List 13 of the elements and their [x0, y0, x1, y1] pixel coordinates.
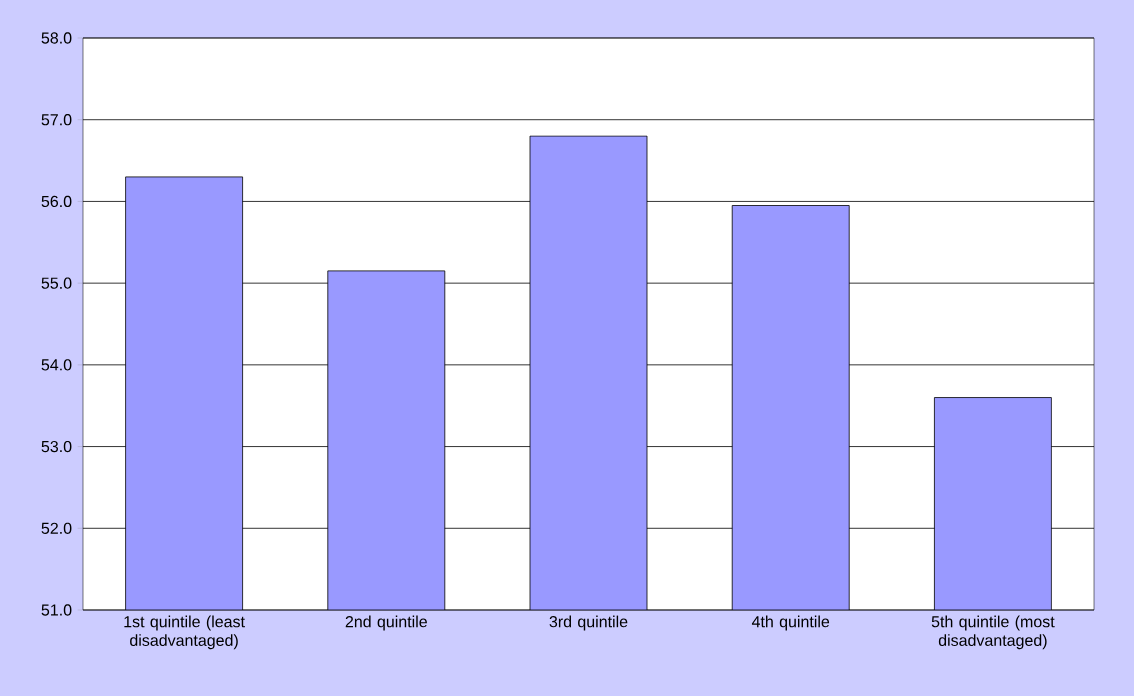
x-tick-label: 2nd quintile — [345, 615, 427, 631]
x-tick-label: 4th quintile — [751, 615, 830, 631]
y-tick-label: 53.0 — [41, 440, 72, 453]
x-tick-label: 1st quintile (least disadvantaged) — [124, 615, 245, 650]
y-tick-label: 52.0 — [41, 522, 72, 534]
y-tick-label: 58.0 — [41, 32, 72, 44]
y-tick-label: 54.0 — [41, 359, 72, 371]
x-tick-label: 5th quintile (most disadvantaged) — [931, 615, 1055, 650]
x-tick-label: 3rd quintile — [549, 615, 628, 631]
y-tick-label: 51.0 — [41, 604, 72, 616]
y-tick-label: 57.0 — [41, 114, 72, 126]
y-tick-label: 55.0 — [41, 277, 72, 289]
y-tick-label: 56.0 — [41, 195, 72, 208]
